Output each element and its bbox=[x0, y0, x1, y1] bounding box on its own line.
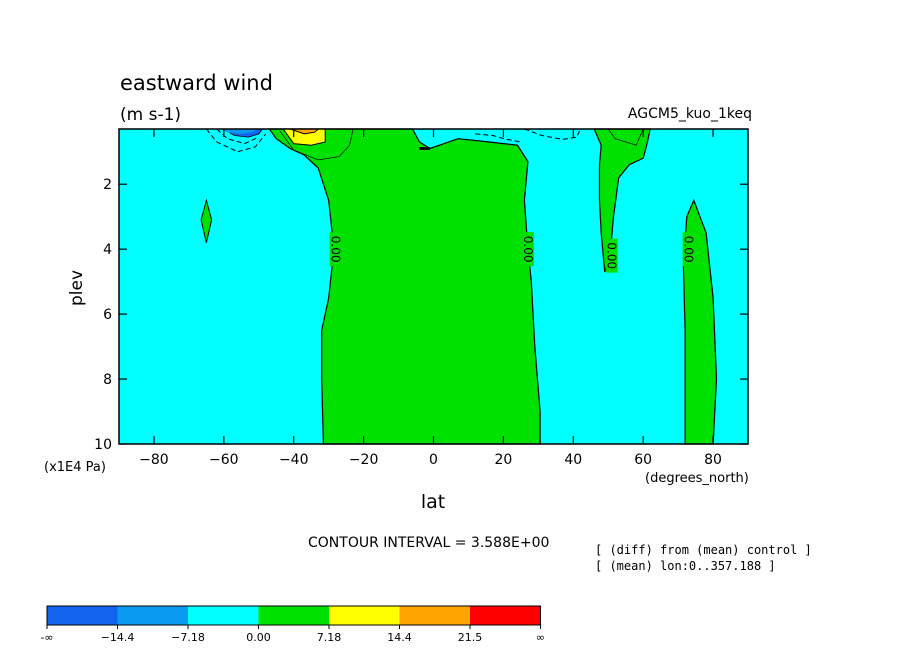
x-tick-label-7: 60 bbox=[634, 452, 652, 468]
contour-label-2: 0.00 bbox=[605, 242, 619, 269]
fill-negative bbox=[220, 129, 259, 134]
colorbar-frame bbox=[46, 605, 541, 626]
plot-area: 0.00 0.00 0.00 0.00 bbox=[119, 128, 748, 445]
colorbar-label-4: 7.18 bbox=[317, 631, 342, 644]
fill-positive-tongue bbox=[593, 128, 651, 273]
x-axis-label: lat bbox=[421, 491, 445, 513]
contour-label-bg-3 bbox=[682, 232, 695, 267]
x-tick-label-4: 0 bbox=[429, 452, 438, 468]
contour-interval: CONTOUR INTERVAL = 3.588E+00 bbox=[308, 535, 549, 551]
y-axis-units: (x1E4 Pa) bbox=[44, 460, 106, 475]
y-axis-label: plev bbox=[67, 270, 87, 306]
colorbar-label-6: 21.5 bbox=[458, 631, 483, 644]
contour-positive-upper bbox=[279, 128, 354, 161]
colorbar-box-6 bbox=[470, 606, 541, 625]
colorbar-box-0 bbox=[47, 606, 118, 625]
y-tick-label-1: 4 bbox=[103, 242, 112, 258]
contour-label-3: 0.00 bbox=[682, 236, 696, 263]
colorbar-label-2: −7.18 bbox=[171, 631, 205, 644]
colorbar-box-5 bbox=[399, 606, 470, 625]
colorbar-label-0: -∞ bbox=[40, 631, 53, 644]
contour-label-1: 0.00 bbox=[521, 236, 535, 263]
y-tick-label-3: 8 bbox=[103, 372, 112, 388]
chart-title: eastward wind bbox=[120, 71, 273, 95]
fill-positive-patch bbox=[200, 198, 213, 243]
x-tick-label-1: −60 bbox=[209, 452, 239, 468]
colorbar-label-7: ∞ bbox=[536, 631, 545, 644]
x-tick-label-3: −20 bbox=[349, 452, 379, 468]
y-tick-label-4: 10 bbox=[94, 437, 112, 453]
x-axis-units: (degrees_north) bbox=[645, 471, 749, 486]
contour-label-bg-0 bbox=[329, 232, 342, 267]
x-tick-label-0: −80 bbox=[139, 452, 169, 468]
x-tick-label-5: 20 bbox=[494, 452, 512, 468]
colorbar-box-4 bbox=[329, 606, 400, 625]
contour-label-0: 0.00 bbox=[329, 236, 343, 263]
colorbar-label-1: −14.4 bbox=[101, 631, 135, 644]
contour-positive-tongue bbox=[607, 128, 644, 146]
x-tick-label-8: 80 bbox=[704, 452, 722, 468]
y-tick-label-0: 2 bbox=[103, 177, 112, 193]
colorbar-label-5: 14.4 bbox=[387, 631, 412, 644]
x-tick-label-6: 40 bbox=[564, 452, 582, 468]
colorbar: -∞ −14.4 −7.18 0.00 7.18 14.4 21.5 ∞ bbox=[40, 605, 545, 644]
contour-label-bg-1 bbox=[521, 232, 534, 267]
contour-negative-1 bbox=[206, 128, 267, 153]
contour-negative-4 bbox=[524, 128, 581, 140]
colorbar-box-3 bbox=[258, 606, 329, 625]
experiment-label: AGCM5_kuo_1keq bbox=[628, 106, 752, 122]
contour-negative-2 bbox=[216, 128, 260, 145]
colorbar-box-2 bbox=[188, 606, 259, 625]
x-tick-label-2: −40 bbox=[279, 452, 309, 468]
colorbar-label-3: 0.00 bbox=[246, 631, 271, 644]
note-mean: [ (mean) lon:0..357.188 ] bbox=[595, 559, 776, 573]
contour-negative-3 bbox=[475, 133, 521, 143]
axes: −80 −60 −40 −20 0 20 40 60 80 2 4 6 8 10 bbox=[94, 128, 749, 468]
y-tick-label-2: 6 bbox=[103, 307, 112, 323]
contour-label-bg-2 bbox=[605, 238, 618, 273]
note-diff: [ (diff) from (mean) control ] bbox=[595, 543, 812, 557]
chart-units: (m s-1) bbox=[120, 105, 181, 125]
colorbar-box-1 bbox=[117, 606, 188, 625]
